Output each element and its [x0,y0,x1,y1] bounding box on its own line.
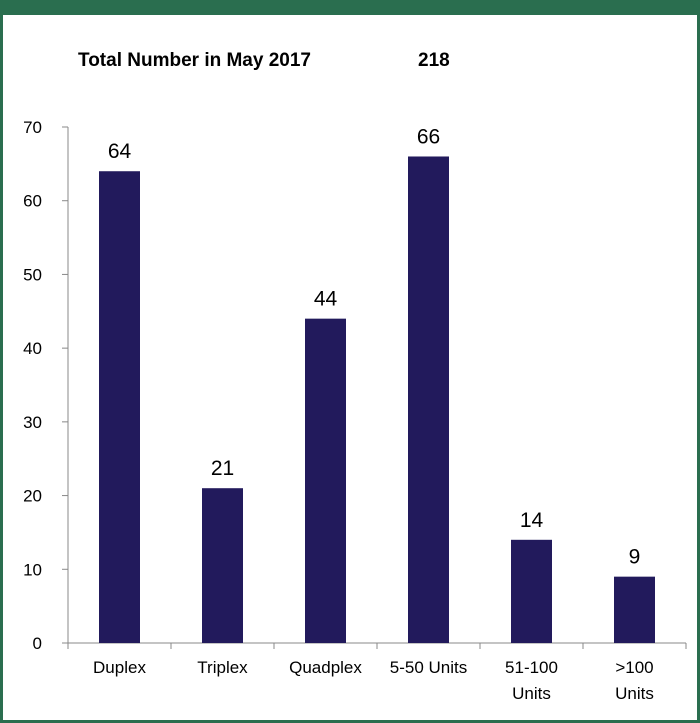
bar [614,576,655,643]
x-tick-label: Units [512,684,551,703]
y-tick-label: 40 [23,339,42,358]
x-tick-label: Units [615,684,654,703]
bar [202,488,243,643]
x-tick-label: >100 [615,658,653,677]
x-tick-label: 51-100 [505,658,558,677]
bar [305,318,346,643]
y-tick-label: 60 [23,192,42,211]
data-label: 9 [629,546,641,569]
data-label: 14 [520,509,544,532]
y-tick-label: 0 [33,634,42,653]
bar [408,156,449,643]
data-label: 64 [108,140,132,163]
y-tick-label: 20 [23,487,42,506]
y-tick-label: 50 [23,265,42,284]
x-tick-label: 5-50 Units [390,658,467,677]
chart-title-row: Total Number in May 2017 218 [78,50,450,72]
y-tick-label: 10 [23,560,42,579]
data-label: 21 [211,457,234,480]
x-tick-label: Quadplex [289,658,362,677]
y-tick-label: 30 [23,413,42,432]
bar [511,539,552,643]
data-label: 44 [314,288,338,311]
header-bar [3,0,700,15]
chart-title: Total Number in May 2017 [78,50,311,71]
bar [99,171,140,643]
x-tick-label: Duplex [93,658,146,677]
x-tick-label: Triplex [197,658,248,677]
data-label: 66 [417,125,440,148]
chart-total-value: 218 [418,50,450,71]
y-tick-label: 70 [23,118,42,137]
